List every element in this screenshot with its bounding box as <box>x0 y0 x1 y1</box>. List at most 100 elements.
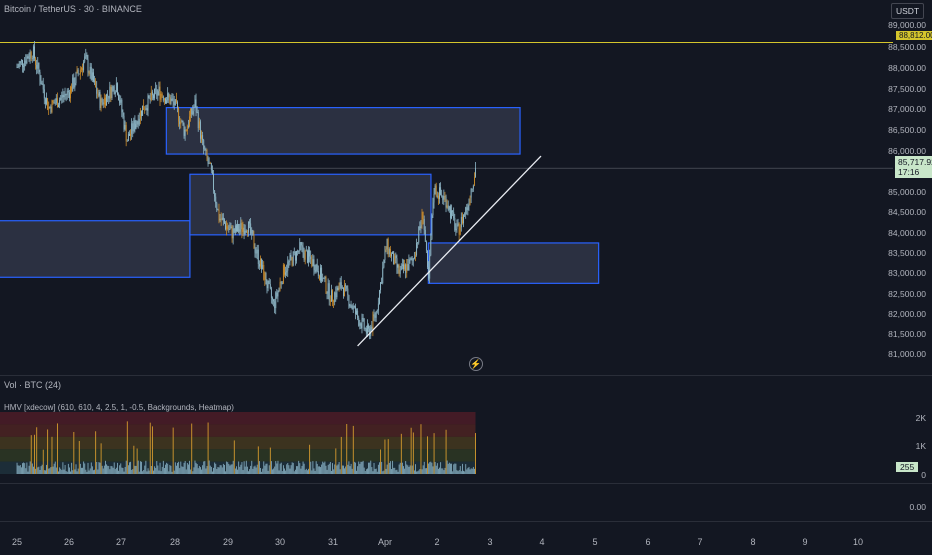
volume-bar <box>169 464 171 474</box>
candle-body <box>83 61 85 71</box>
candle-body <box>110 86 112 99</box>
volume-bar <box>194 460 196 474</box>
pane-separator[interactable] <box>0 483 932 484</box>
candle-body <box>52 100 54 103</box>
candle-body <box>203 140 205 149</box>
candle-body <box>189 116 190 127</box>
volume-bar <box>358 461 360 474</box>
volume-bar <box>185 469 187 474</box>
volume-bar <box>418 470 420 474</box>
price-axis-label: 86,000.00 <box>888 146 926 156</box>
candle-body <box>124 125 126 130</box>
currency-badge[interactable]: USDT <box>891 3 925 19</box>
candle-body <box>163 98 165 101</box>
volume-bar <box>399 462 401 474</box>
volume-bar <box>157 465 159 474</box>
volume-bar <box>446 460 448 474</box>
volume-bar <box>453 464 455 474</box>
candle-body <box>69 92 70 99</box>
volume-bar <box>167 463 169 474</box>
candle-body <box>435 185 437 196</box>
candle-body <box>417 242 419 244</box>
volume-bar <box>374 468 376 474</box>
volume-bar <box>431 462 433 474</box>
volume-heatmap-band <box>0 424 476 437</box>
candle-body <box>326 293 328 294</box>
candle-body <box>135 123 137 129</box>
hmv-indicator-title[interactable]: HMV [xdecow] (610, 610, 4, 2.5, 1, -0.5,… <box>4 403 234 412</box>
candle-body <box>369 328 371 336</box>
candle-body <box>340 282 342 289</box>
volume-bar <box>27 471 29 474</box>
candle-body <box>193 106 195 112</box>
candle-body <box>75 72 77 84</box>
volume-bar <box>208 460 210 474</box>
volume-bar <box>59 467 61 474</box>
time-axis-label: 8 <box>750 537 756 547</box>
candle-body <box>256 249 258 254</box>
volume-bar <box>204 461 206 474</box>
volume-bar <box>380 449 382 474</box>
candle-body <box>385 249 387 250</box>
volume-bar <box>291 462 293 474</box>
candle-body <box>142 105 144 116</box>
volume-bar <box>309 444 311 474</box>
candle-body <box>279 282 281 288</box>
volume-bar <box>427 436 428 474</box>
volume-bar <box>415 464 416 474</box>
candle-body <box>472 185 474 189</box>
volume-bar <box>449 463 451 474</box>
candle-body <box>174 99 176 106</box>
candle-body <box>200 121 201 139</box>
volume-bar <box>403 466 404 474</box>
volume-bar <box>338 462 340 474</box>
volume-bar <box>216 468 218 474</box>
candle-body <box>105 97 106 106</box>
volume-bar <box>129 462 130 474</box>
candle-body <box>433 193 435 203</box>
candle-body <box>222 217 224 220</box>
volume-bar <box>38 466 40 474</box>
candle-body <box>470 189 472 198</box>
volume-bar <box>250 465 252 474</box>
time-axis-label: 5 <box>592 537 598 547</box>
volume-bar <box>451 463 452 474</box>
volume-bar <box>396 469 398 474</box>
volume-bar <box>170 465 172 474</box>
candle-body <box>187 126 189 127</box>
volume-bar <box>205 468 207 474</box>
volume-bar <box>70 471 71 474</box>
volume-bar <box>347 464 349 474</box>
volume-bar <box>158 470 160 474</box>
candle-body <box>139 110 141 119</box>
volume-bar <box>425 468 427 474</box>
candle-body <box>353 306 355 307</box>
pane-separator[interactable] <box>0 375 932 376</box>
volume-bar <box>351 468 353 474</box>
candle-body <box>74 83 76 88</box>
candle-body <box>185 129 187 131</box>
candle-body <box>401 264 403 266</box>
volume-bar <box>105 460 106 474</box>
volume-bar <box>421 469 423 474</box>
candle-body <box>138 118 140 125</box>
volume-bar <box>67 463 69 474</box>
candle-body <box>60 97 62 100</box>
volume-bar <box>154 466 156 474</box>
volume-bar <box>280 462 282 474</box>
volume-bar <box>124 466 126 474</box>
volume-bar <box>397 471 399 474</box>
candle-body <box>72 77 74 92</box>
candle-body <box>447 205 449 210</box>
volume-bar <box>389 461 391 474</box>
volume-bar <box>383 470 385 474</box>
candle-body <box>322 277 324 282</box>
candle-body <box>73 77 75 88</box>
candle-body <box>54 103 56 104</box>
replay-icon[interactable]: ⚡ <box>469 357 483 371</box>
candle-body <box>415 255 416 258</box>
volume-bar <box>320 467 321 474</box>
candle-body <box>250 223 252 234</box>
